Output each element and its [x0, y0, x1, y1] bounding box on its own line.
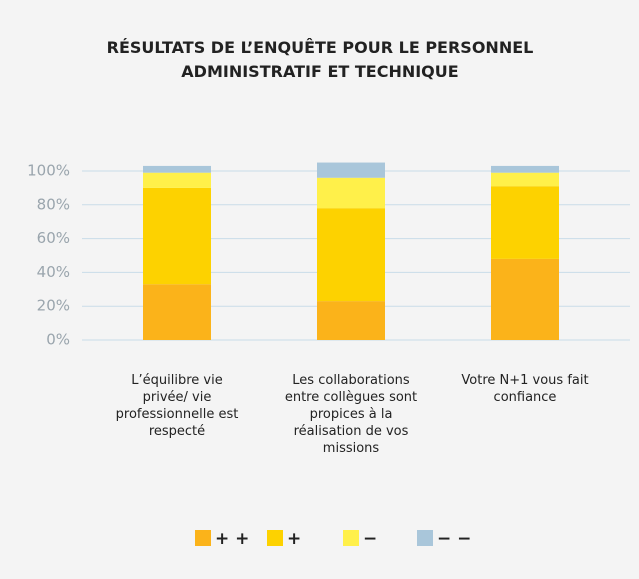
y-tick-label: 100%: [27, 162, 70, 180]
bar-segment: [317, 301, 385, 340]
bar-segment: [491, 186, 559, 259]
bar-segment: [491, 258, 559, 340]
legend-label: + +: [215, 529, 249, 549]
legend-swatch: [267, 530, 283, 546]
bar-segment: [317, 162, 385, 178]
bar-segment: [317, 177, 385, 209]
legend-label: − −: [437, 529, 471, 549]
y-tick-label: 40%: [37, 263, 70, 281]
legend-swatch: [343, 530, 359, 546]
x-tick-label: L’équilibre vie privée/ vie professionne…: [115, 373, 239, 439]
bar-segment: [143, 172, 211, 188]
bar-segment: [491, 165, 559, 173]
chart-title: RÉSULTATS DE L’ENQUÊTE POUR LE PERSONNEL…: [106, 38, 534, 81]
bar-segment: [317, 208, 385, 302]
bar-segment: [143, 284, 211, 340]
legend-label: +: [287, 529, 301, 549]
y-tick-label: 80%: [37, 195, 70, 213]
x-tick-label: Votre N+1 vous fait confiance: [461, 373, 589, 405]
legend-swatch: [417, 530, 433, 546]
legend-swatch: [195, 530, 211, 546]
x-tick-label: Les collaborations entre collègues sont …: [284, 373, 418, 456]
legend-label: −: [363, 529, 377, 549]
bar-segment: [143, 187, 211, 285]
y-tick-label: 20%: [37, 297, 70, 315]
y-tick-label: 0%: [46, 331, 70, 349]
y-tick-label: 60%: [37, 229, 70, 247]
bar-segment: [491, 172, 559, 187]
bar-segment: [143, 165, 211, 173]
